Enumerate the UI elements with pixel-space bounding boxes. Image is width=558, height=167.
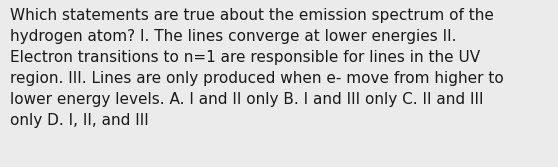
Text: Which statements are true about the emission spectrum of the
hydrogen atom? I. T: Which statements are true about the emis… [10,8,504,128]
